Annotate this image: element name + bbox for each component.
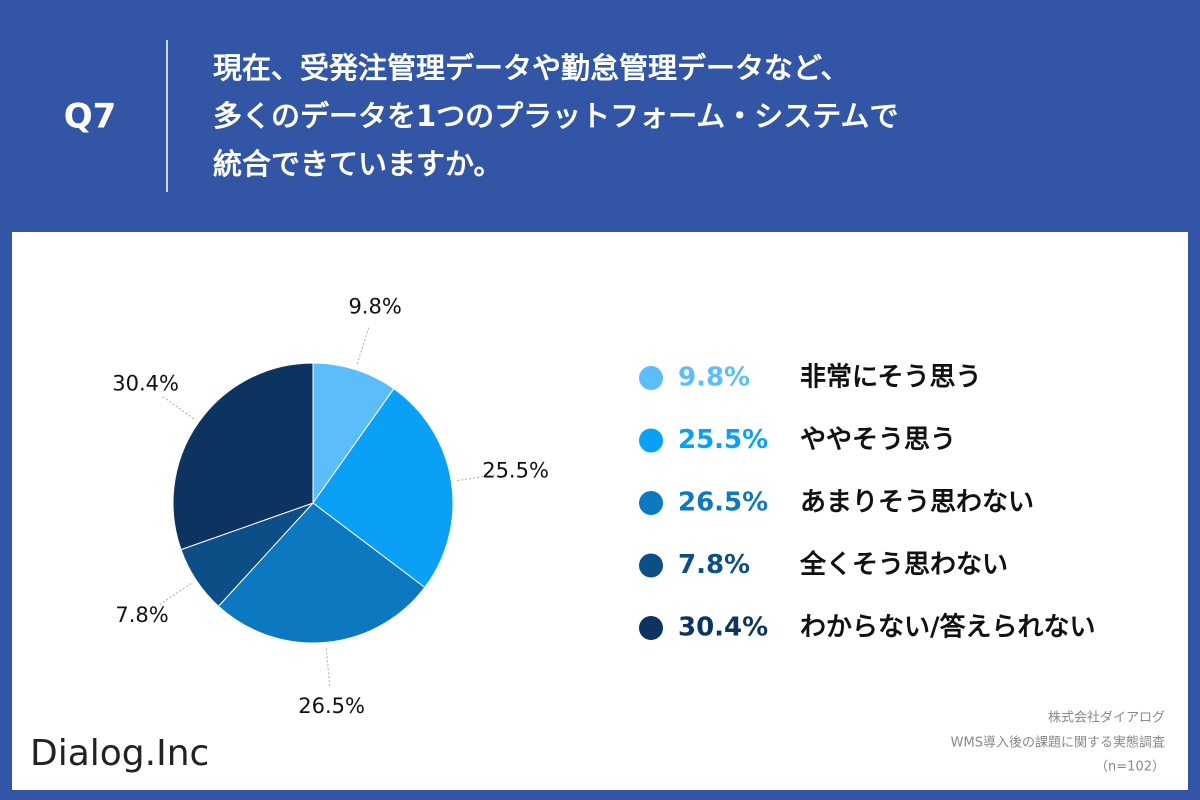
legend-dot bbox=[639, 553, 663, 578]
question-line: 現在、受発注管理データや勤怠管理データなど、 bbox=[213, 51, 850, 85]
slice-label: 25.5% bbox=[482, 459, 549, 483]
source-line: WMS導入後の課題に関する実態調査 bbox=[951, 735, 1165, 751]
legend-label: 全くそう思わない bbox=[799, 549, 1008, 580]
pie-chart: 9.8% 9.8% 非常にそう思う 25.5% 25.5% ややそう思う 26.5% 26.5… bbox=[112, 295, 1095, 719]
question-line: 統合できていますか。 bbox=[213, 147, 502, 181]
pie-slice bbox=[172, 362, 314, 551]
legend-dot bbox=[639, 491, 663, 515]
legend-label: あまりそう思わない bbox=[800, 488, 1034, 518]
question-line: 多くのデータを1つのプラットフォーム・システムで bbox=[213, 99, 898, 133]
legend-value: 30.4% bbox=[678, 613, 768, 643]
slice-label: 7.8% bbox=[115, 603, 168, 627]
source-line: （n=102） bbox=[1095, 760, 1165, 775]
logo: Dialog.Inc bbox=[30, 733, 209, 774]
question-label: Q7 bbox=[64, 97, 117, 137]
legend-dot bbox=[639, 366, 663, 390]
legend-label: 非常にそう思う bbox=[800, 363, 981, 393]
pie-slice bbox=[217, 502, 426, 644]
legend-value: 9.8% bbox=[678, 363, 750, 393]
slice-label: 30.4% bbox=[112, 372, 179, 396]
legend-dot bbox=[639, 616, 663, 640]
pie-slice bbox=[312, 388, 454, 589]
legend-label: わからない/答えられない bbox=[800, 612, 1096, 643]
legend-dot bbox=[639, 428, 663, 453]
legend-value: 7.8% bbox=[678, 550, 750, 580]
legend-value: 25.5% bbox=[678, 425, 768, 455]
legend-label: ややそう思う bbox=[800, 425, 956, 455]
source-line: 株式会社ダイアログ bbox=[1048, 710, 1165, 726]
pie-slice bbox=[312, 362, 395, 505]
legend-value: 26.5% bbox=[678, 488, 768, 518]
slice-label: 9.8% bbox=[348, 295, 401, 319]
slice-label: 26.5% bbox=[298, 694, 365, 718]
